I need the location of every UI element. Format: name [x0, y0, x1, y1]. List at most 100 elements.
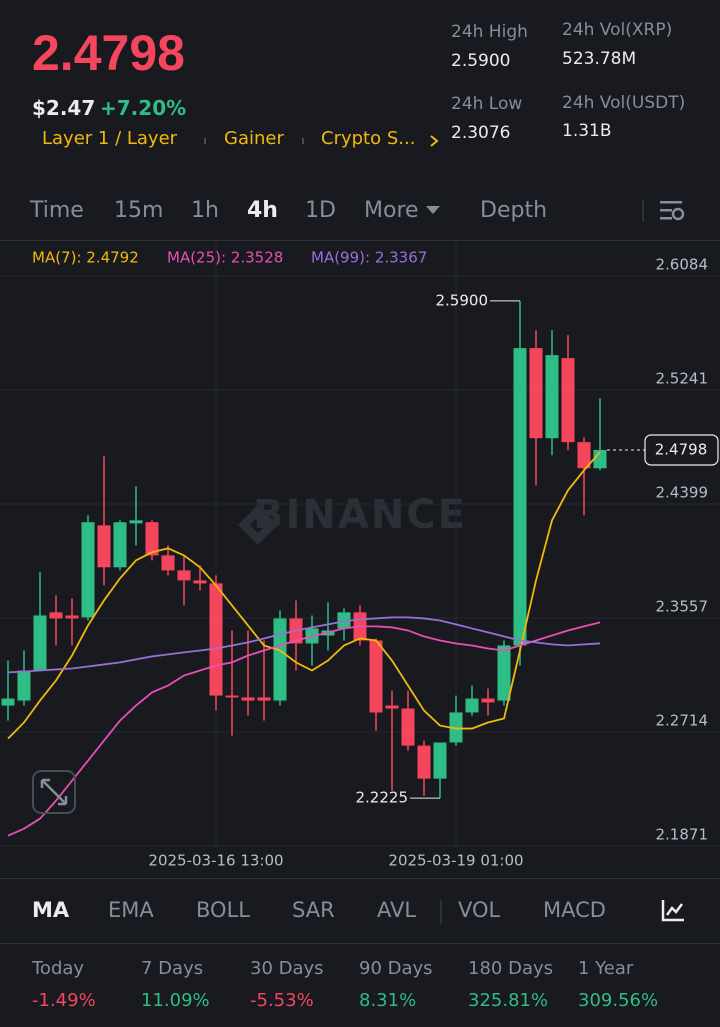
stat-value: 1.31B — [562, 121, 612, 141]
current-price-tag — [644, 434, 719, 466]
y-tick-label: 2.4399 — [656, 483, 709, 501]
candle-body — [97, 525, 111, 568]
stat-label: 24h Vol(XRP) — [562, 20, 673, 40]
stat-value: 2.5900 — [451, 51, 511, 71]
period-change: 11.09% — [141, 990, 210, 1011]
stat-value: 523.78M — [562, 49, 637, 69]
period-label: 30 Days — [250, 958, 324, 979]
candle-body — [561, 358, 575, 443]
separator — [302, 138, 304, 144]
stat-label: 24h Vol(USDT) — [562, 93, 686, 113]
x-tick-label: 2025-03-16 13:00 — [148, 852, 283, 870]
candle-body — [1, 698, 15, 706]
candle-body — [17, 670, 31, 701]
tag[interactable]: Layer 1 / Layer — [42, 128, 178, 149]
indicator-tab[interactable]: BOLL — [196, 898, 250, 922]
expand-button[interactable] — [32, 770, 76, 814]
period-label: 1 Year — [578, 958, 634, 979]
ma-line — [7, 451, 601, 740]
stat-label: 24h High — [451, 22, 528, 42]
period-label: Today — [32, 958, 85, 979]
candle-body — [129, 520, 143, 524]
ma-line — [7, 621, 601, 837]
candle-body — [465, 698, 479, 713]
annotation-label: 2.2225 — [356, 789, 409, 807]
candle-body — [65, 615, 79, 619]
candle-body — [417, 745, 431, 779]
candle-body — [177, 570, 191, 581]
indicator-tab[interactable]: MA — [32, 898, 70, 922]
tag[interactable]: Crypto S... — [321, 128, 416, 149]
candle-body — [433, 742, 447, 779]
period-change: 8.31% — [359, 990, 417, 1011]
candle-body — [209, 583, 223, 696]
candle-body — [33, 615, 47, 671]
candle-body — [225, 695, 239, 698]
divider — [0, 943, 720, 944]
current-price-label: 2.4798 — [655, 440, 708, 458]
candle-body — [401, 708, 415, 746]
candle-body — [385, 705, 399, 709]
candle-body — [257, 697, 271, 701]
candlestick-chart: BINANCE 2.6084 2.5241 2.4399 2.3557 2.2714 2.1… — [0, 241, 720, 870]
legend-entry: MA(99): 2.3367 — [311, 249, 427, 267]
stat-label: 24h Low — [451, 94, 523, 114]
watermark: BINANCE — [253, 492, 467, 538]
watermark-logo — [238, 505, 278, 545]
candle-body — [81, 522, 95, 618]
chevron[interactable] — [428, 134, 440, 148]
y-tick-label: 2.2714 — [656, 711, 709, 729]
candle-body — [193, 580, 207, 584]
indicator-tab[interactable]: EMA — [108, 898, 154, 922]
candle-body — [113, 522, 127, 568]
y-tick-label: 2.1871 — [656, 826, 709, 844]
period-label: 180 Days — [468, 958, 553, 979]
indicator-settings[interactable] — [660, 898, 686, 924]
ma-line — [7, 616, 601, 674]
candle-body — [481, 698, 495, 703]
period-label: 90 Days — [359, 958, 433, 979]
timeframe-tab[interactable]: 1D — [305, 198, 336, 223]
candle-body — [337, 612, 351, 629]
x-tick-label: 2025-03-19 01:00 — [388, 852, 523, 870]
settings-icon[interactable] — [658, 198, 686, 224]
candle-body — [369, 640, 383, 713]
y-tick-label: 2.6084 — [656, 255, 709, 273]
timeframe-tab[interactable]: 4h — [247, 198, 278, 223]
timeframe-tab[interactable]: 15m — [114, 198, 164, 223]
separator — [440, 900, 442, 924]
timeframe-tab[interactable]: More — [364, 198, 419, 223]
indicator-tab[interactable]: MACD — [543, 898, 606, 922]
dropdown-arrow[interactable] — [426, 206, 440, 216]
separator — [642, 200, 644, 222]
timeframe-tab[interactable]: Time — [30, 198, 84, 223]
candle-body — [145, 522, 159, 556]
stat-value: 2.3076 — [451, 123, 511, 143]
candle-body — [449, 712, 463, 743]
annotation-label: 2.5900 — [436, 291, 489, 309]
y-tick-label: 2.3557 — [656, 597, 709, 615]
period-change: -1.49% — [32, 990, 96, 1011]
timeframe-tab[interactable]: Depth — [480, 198, 548, 223]
divider — [0, 878, 720, 879]
candle-body — [545, 355, 559, 439]
legend-entry: MA(25): 2.3528 — [167, 249, 283, 267]
candle-body — [241, 697, 255, 701]
indicator-tab[interactable]: AVL — [377, 898, 417, 922]
indicator-tab[interactable]: SAR — [292, 898, 335, 922]
timeframe-tab[interactable]: 1h — [191, 198, 219, 223]
candle-body — [529, 348, 543, 439]
separator — [204, 138, 206, 144]
candle-body — [273, 618, 287, 701]
legend-entry: MA(7): 2.4792 — [32, 249, 139, 267]
candle-body — [577, 442, 591, 469]
price-change: +7.20% — [100, 96, 187, 120]
candle-body — [49, 612, 63, 619]
last-price: 2.4798 — [32, 25, 185, 81]
usd-price: $2.47 — [32, 96, 96, 120]
indicator-tab[interactable]: VOL — [458, 898, 501, 922]
period-change: -5.53% — [250, 990, 314, 1011]
tag[interactable]: Gainer — [224, 128, 284, 149]
period-label: 7 Days — [141, 958, 204, 979]
